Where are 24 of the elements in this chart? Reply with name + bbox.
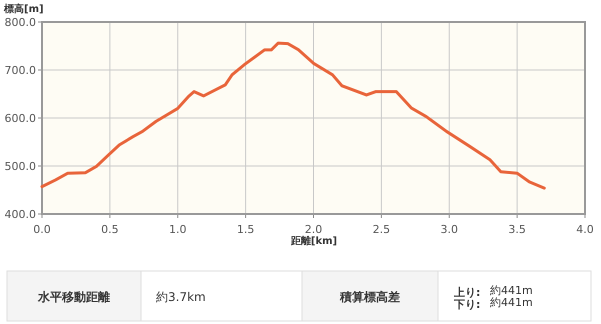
- text: 約441m: [490, 284, 533, 297]
- text: 積算標高差: [339, 290, 400, 304]
- x-tick-label: 1.5: [236, 223, 254, 236]
- x-tick-label: 2.5: [372, 223, 390, 236]
- y-tick-label: 600.0: [4, 112, 36, 125]
- x-tick-label: 3.0: [440, 223, 458, 236]
- text: 水平移動距離: [37, 290, 110, 304]
- text: 約441m: [490, 296, 533, 309]
- line-series: [40, 42, 546, 190]
- y-tick-label: 700.0: [4, 64, 36, 77]
- x-tick-label: 1.0: [169, 223, 186, 236]
- y-tick-label: 800.0: [4, 16, 36, 29]
- x-tick-label: 0.5: [101, 223, 119, 236]
- x-tick-label: 0.0: [33, 223, 51, 236]
- y-tick-label: 500.0: [4, 160, 36, 173]
- y-tick-label: 400.0: [4, 208, 36, 221]
- x-tick-label: 3.5: [508, 223, 526, 236]
- x-axis-title: 距離[km]: [290, 235, 338, 247]
- x-tick-label: 4.0: [576, 223, 594, 236]
- y-axis-title: 標高[m]: [3, 3, 44, 15]
- text: 約3.7km: [156, 290, 206, 304]
- text: 下り:: [453, 298, 480, 311]
- x-tick-label: 2.0: [304, 223, 322, 236]
- text: 上り:: [453, 286, 480, 299]
